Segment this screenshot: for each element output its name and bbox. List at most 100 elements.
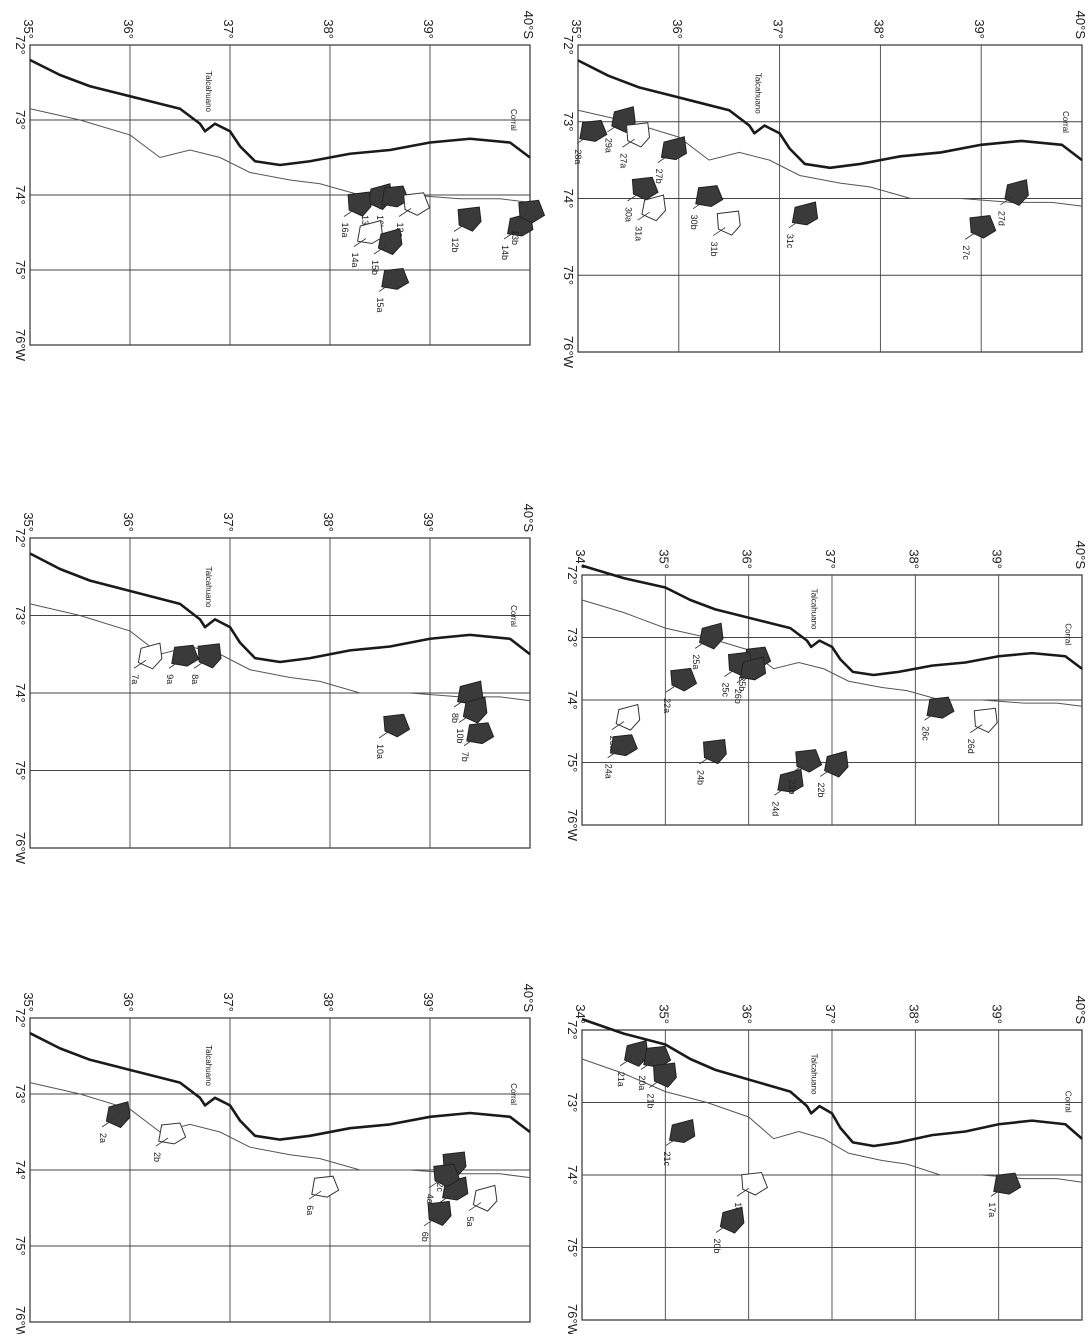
longitude-tick-label: 75° bbox=[561, 265, 576, 285]
fishing-zone-22a bbox=[670, 667, 698, 692]
latitude-tick-label: 35° bbox=[656, 549, 671, 569]
latitude-tick-label: 38° bbox=[906, 1004, 921, 1024]
latitude-tick-label: 40°S bbox=[521, 504, 536, 533]
longitude-tick-label: 73° bbox=[561, 112, 576, 132]
zone-label: 13b bbox=[510, 230, 520, 245]
coastline bbox=[29, 1032, 531, 1141]
zone-label: 20a bbox=[637, 1075, 647, 1090]
longitude-tick-label: 72° bbox=[13, 1008, 28, 1028]
latitude-tick-label: 39° bbox=[990, 549, 1005, 569]
zone-leader-line bbox=[133, 659, 147, 669]
zone-label: 25b bbox=[737, 676, 747, 691]
fishing-zone-26d bbox=[973, 707, 998, 734]
zone-leader-line bbox=[168, 659, 182, 669]
latitude-tick-label: 34° bbox=[573, 549, 588, 569]
place-label: Talcahuano bbox=[753, 73, 762, 114]
latitude-tick-label: 36° bbox=[121, 992, 136, 1012]
zone-leader-line bbox=[969, 724, 983, 734]
zone-label: 7b bbox=[460, 752, 470, 762]
longitude-tick-label: 73° bbox=[565, 628, 580, 648]
latitude-tick-label: 39° bbox=[421, 512, 436, 532]
latitude-tick-label: 37° bbox=[221, 992, 236, 1012]
zone-label: 27b bbox=[654, 169, 664, 184]
longitude-tick-label: 73° bbox=[13, 110, 28, 130]
fishing-zone-31c bbox=[791, 201, 819, 226]
longitude-tick-label: 76°W bbox=[565, 1304, 580, 1334]
coastline bbox=[581, 564, 1083, 677]
place-label: Talcahuano bbox=[809, 589, 818, 630]
zone-leader-line bbox=[712, 227, 726, 236]
fishing-zone-30b bbox=[695, 185, 724, 208]
zone-leader-line bbox=[694, 640, 708, 649]
latitude-tick-label: 37° bbox=[221, 512, 236, 532]
zone-leader-line bbox=[665, 683, 679, 693]
fishing-zone-6a bbox=[311, 1175, 340, 1198]
longitude-tick-label: 74° bbox=[13, 1160, 28, 1180]
zone-label: 31c bbox=[785, 234, 795, 249]
zone-label: 12b bbox=[450, 238, 460, 253]
zone-label: 2b bbox=[152, 1152, 162, 1162]
zone-label: 25c bbox=[720, 683, 730, 698]
zone-label: 2a bbox=[98, 1133, 108, 1143]
latitude-tick-label: 37° bbox=[771, 19, 786, 39]
longitude-tick-label: 73° bbox=[13, 1084, 28, 1104]
latitude-tick-label: 39° bbox=[990, 1004, 1005, 1024]
zone-leader-line bbox=[378, 283, 392, 292]
latitude-tick-label: 38° bbox=[321, 512, 336, 532]
zone-label: 20b bbox=[712, 1239, 722, 1254]
latitude-tick-label: 36° bbox=[121, 512, 136, 532]
fishing-zone-5a bbox=[472, 1184, 498, 1212]
latitude-tick-label: 39° bbox=[972, 19, 987, 39]
zone-leader-line bbox=[1000, 196, 1013, 206]
longitude-tick-label: 75° bbox=[13, 1236, 28, 1256]
fishing-zone-24a bbox=[609, 734, 638, 757]
zone-leader-line bbox=[622, 138, 635, 148]
fishing-zone-10b bbox=[462, 696, 488, 724]
fishing-zone-6b bbox=[427, 1200, 452, 1227]
zone-label: 24d bbox=[770, 801, 780, 816]
zone-label: 6a bbox=[305, 1205, 315, 1215]
zone-label: 2c bbox=[435, 1182, 445, 1192]
fishing-zone-27a bbox=[626, 122, 651, 148]
fishing-zone-27b bbox=[660, 136, 688, 161]
fishing-zone-12a bbox=[403, 192, 431, 216]
zone-leader-line bbox=[101, 1118, 115, 1128]
zone-leader-line bbox=[692, 200, 706, 209]
longitude-tick-label: 74° bbox=[13, 683, 28, 703]
zone-leader-line bbox=[724, 668, 737, 677]
fishing-zone-13b bbox=[518, 199, 546, 224]
map-top-right: 35° 36° 37° 38° 39° 40°S 72° 73° 74° 75° 76°W Talca… bbox=[561, 11, 1088, 369]
fishing-zone-17a bbox=[993, 1172, 1022, 1195]
longitude-tick-label: 73° bbox=[13, 606, 28, 626]
latitude-tick-label: 40°S bbox=[1073, 996, 1088, 1025]
fishing-zone-27d bbox=[1004, 179, 1029, 206]
shelf-contour bbox=[29, 108, 531, 203]
longitude-tick-label: 75° bbox=[565, 1238, 580, 1258]
zone-leader-line bbox=[611, 721, 625, 730]
zone-label: 17a bbox=[987, 1202, 997, 1217]
fishing-zone-15a bbox=[381, 267, 410, 290]
longitude-tick-label: 76°W bbox=[13, 329, 28, 362]
zone-leader-line bbox=[924, 711, 937, 721]
coastline bbox=[581, 1017, 1083, 1148]
place-label: Corral bbox=[1061, 111, 1070, 133]
longitude-tick-label: 74° bbox=[13, 185, 28, 205]
zone-label: 26d bbox=[966, 739, 976, 754]
longitude-tick-label: 76°W bbox=[13, 1306, 28, 1334]
zone-label: 14b bbox=[500, 245, 510, 260]
fishing-zone-21c bbox=[669, 1118, 696, 1144]
fishing-zone-30a bbox=[631, 176, 659, 201]
zone-label: 10a bbox=[375, 744, 385, 759]
zone-leader-line bbox=[463, 737, 477, 747]
zone-label: 6b bbox=[420, 1232, 430, 1242]
fishing-zone-21b bbox=[652, 1062, 677, 1088]
zone-label: 13a bbox=[360, 215, 370, 230]
map-middle-right: 34° 35° 36° 37° 38° 39° 40°S 72° 73° 74° 75° 76°W Ta… bbox=[565, 541, 1088, 842]
place-label: Talcahuano bbox=[204, 1045, 213, 1086]
map-bottom-right: 34° 35° 36° 37° 38° 39° 40°S72°73°74°75°76°WTa… bbox=[565, 996, 1088, 1337]
longitude-tick-label: 75° bbox=[13, 761, 28, 781]
longitude-tick-label: 75° bbox=[13, 260, 28, 280]
zone-label: 27a bbox=[618, 153, 628, 168]
zone-label: 31a bbox=[634, 226, 644, 241]
